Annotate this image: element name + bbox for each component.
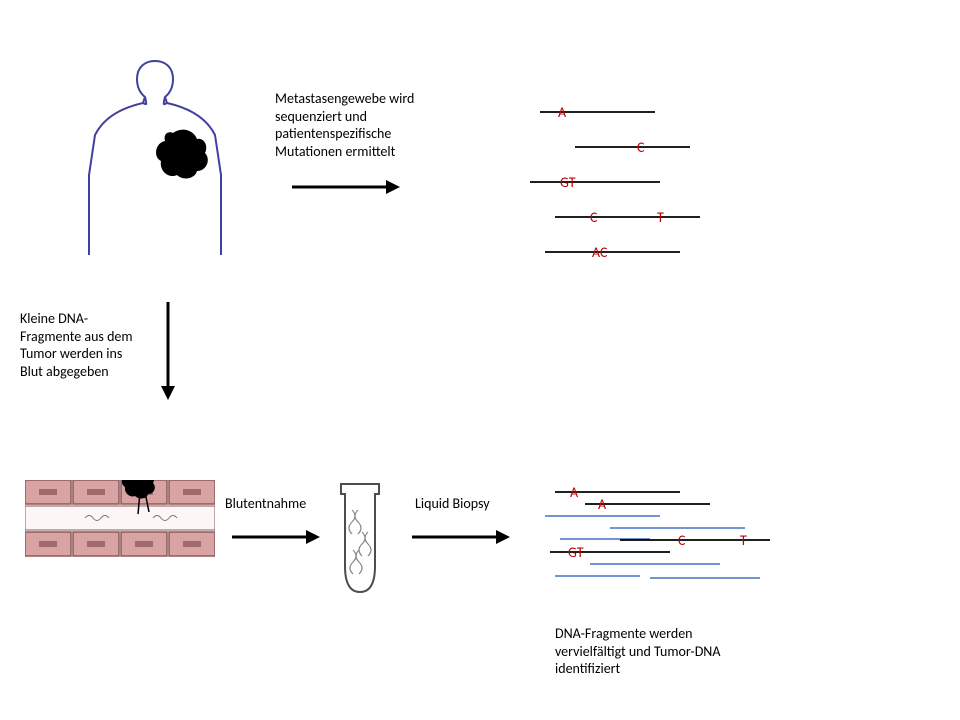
- svg-text:GT: GT: [568, 544, 584, 561]
- amplify-text: DNA-Fragmente werden vervielfältigt und …: [555, 625, 785, 678]
- svg-text:C: C: [678, 532, 686, 549]
- svg-text:T: T: [740, 532, 747, 549]
- liquid-biopsy-fragments: A A C T GT: [0, 0, 960, 720]
- svg-text:A: A: [598, 496, 607, 513]
- svg-text:A: A: [570, 484, 579, 501]
